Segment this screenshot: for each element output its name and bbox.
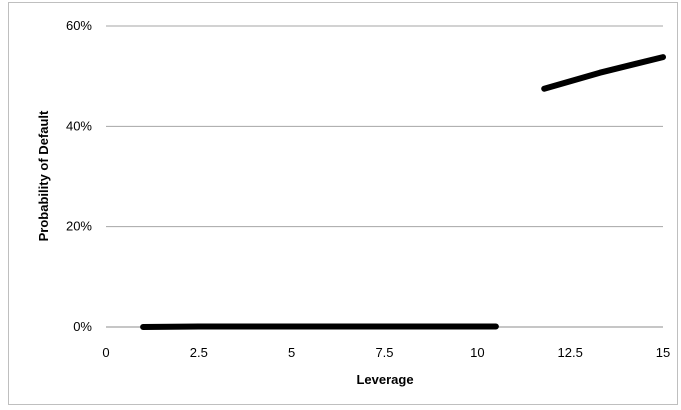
x-tick-label-4: 10: [470, 345, 484, 360]
y-axis-title: Probability of Default: [36, 110, 51, 241]
x-tick-label-5: 12.5: [558, 345, 583, 360]
y-tick-label-2: 40%: [66, 118, 92, 133]
chart-frame: [8, 2, 678, 405]
gridlines: [106, 25, 663, 228]
y-tick-label-1: 20%: [66, 219, 92, 234]
x-tick-labels: 0 2.5 5 7.5 10 12.5 15: [102, 345, 670, 360]
y-tick-label-0: 0%: [73, 319, 92, 334]
x-tick-label-2: 5: [288, 345, 295, 360]
x-tick-label-6: 15: [656, 345, 670, 360]
series-lines: [140, 54, 666, 330]
y-tick-labels: 0% 20% 40% 60%: [66, 18, 92, 334]
series-0-segment-1: [541, 54, 666, 92]
x-axis-title: Leverage: [356, 372, 413, 387]
x-tick-label-1: 2.5: [190, 345, 208, 360]
x-tick-label-3: 7.5: [375, 345, 393, 360]
y-tick-label-3: 60%: [66, 18, 92, 33]
series-0-segment-0: [140, 323, 499, 330]
x-tick-label-0: 0: [102, 345, 109, 360]
